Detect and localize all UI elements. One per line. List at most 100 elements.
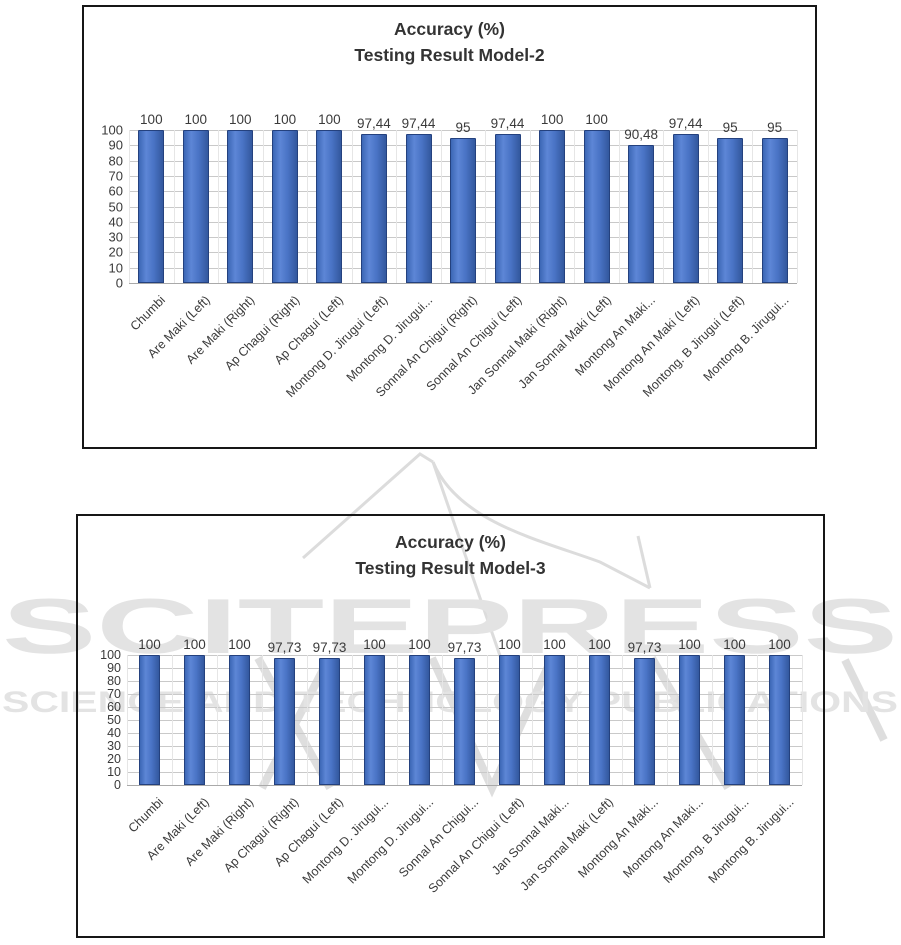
y-axis-tick-label: 20 xyxy=(107,752,121,766)
vertical-gridline xyxy=(487,655,488,785)
bar xyxy=(499,655,520,785)
bar xyxy=(583,130,610,283)
chart-title-line2: Testing Result Model-2 xyxy=(354,45,545,66)
bar xyxy=(679,655,700,785)
bar-value-label: 97,73 xyxy=(267,640,302,655)
bar xyxy=(360,133,387,283)
bar-value-label: 100 xyxy=(723,637,746,652)
bar-value-label: 100 xyxy=(585,112,608,127)
y-axis-tick-label: 50 xyxy=(107,713,121,727)
vertical-gridline xyxy=(622,655,623,785)
y-axis-tick-label: 30 xyxy=(108,229,123,245)
y-axis-tick-label: 50 xyxy=(108,199,123,214)
bar xyxy=(717,137,744,283)
bar-value-label: 97,73 xyxy=(627,640,662,655)
x-category-label: Chumbi xyxy=(127,293,169,334)
bar-value-label: 97,44 xyxy=(401,115,436,131)
x-category-label: Montong D. Jirugui... xyxy=(299,795,392,887)
bar-value-label: 100 xyxy=(408,637,431,652)
bar xyxy=(316,130,343,283)
bar-value-label: 90,48 xyxy=(624,126,658,142)
vertical-gridline xyxy=(307,130,309,283)
chart-title-line1: Accuracy (%) xyxy=(394,19,505,39)
bar-value-label: 100 xyxy=(228,637,251,652)
bar xyxy=(761,137,788,283)
vertical-gridline xyxy=(352,655,353,785)
bar xyxy=(724,655,745,785)
chart-title: Accuracy (%) Testing Result Model-3 xyxy=(78,529,823,582)
chart-title-line1: Accuracy (%) xyxy=(395,532,506,552)
bar xyxy=(229,655,250,785)
gridline xyxy=(129,283,797,284)
vertical-gridline xyxy=(752,130,754,283)
vertical-gridline xyxy=(440,130,442,283)
vertical-gridline xyxy=(442,655,443,785)
y-axis-tick-label: 100 xyxy=(101,122,123,138)
bar-value-label: 100 xyxy=(498,637,521,652)
y-axis-tick-label: 60 xyxy=(108,183,123,199)
bar-value-label: 100 xyxy=(229,112,252,127)
x-category-label: Montong D. Jirugui... xyxy=(344,795,437,887)
x-category-label: Montong B. Jirugui... xyxy=(705,795,797,886)
bar-value-label: 100 xyxy=(540,112,564,127)
bar-value-label: 95 xyxy=(455,119,471,135)
vertical-gridline xyxy=(667,655,668,785)
bar-value-label: 97,73 xyxy=(447,640,482,655)
y-axis-tick-label: 90 xyxy=(108,137,123,153)
bar xyxy=(628,144,655,283)
bar xyxy=(182,130,209,283)
bar xyxy=(494,133,521,283)
bar xyxy=(544,655,565,785)
y-axis-tick-label: 10 xyxy=(108,260,123,276)
y-axis-tick-label: 60 xyxy=(107,700,121,714)
bar xyxy=(271,130,298,283)
y-axis-tick-label: 20 xyxy=(108,244,123,260)
y-axis-tick-label: 10 xyxy=(107,765,121,779)
vertical-gridline xyxy=(757,655,758,785)
bar-value-label: 100 xyxy=(184,112,208,127)
bar xyxy=(139,655,160,785)
chart-title: Accuracy (%) Testing Result Model-2 xyxy=(84,16,815,69)
vertical-gridline xyxy=(351,130,353,283)
chart-title-line2: Testing Result Model-3 xyxy=(355,558,546,579)
vertical-gridline xyxy=(618,130,620,283)
bar xyxy=(274,658,295,785)
bar xyxy=(634,658,655,785)
y-axis-tick-label: 0 xyxy=(115,275,123,291)
bar xyxy=(450,137,476,283)
x-category-label: Chumbi xyxy=(126,795,167,836)
vertical-gridline xyxy=(485,130,487,283)
x-category-label: Montong An Maki... xyxy=(575,795,662,881)
bar xyxy=(539,130,566,283)
x-category-label: Montong An Maki... xyxy=(620,795,707,881)
bar xyxy=(227,130,254,283)
y-axis-tick-label: 0 xyxy=(114,778,121,792)
y-axis-tick-label: 70 xyxy=(107,687,121,701)
vertical-gridline xyxy=(574,130,576,283)
y-axis-tick-label: 40 xyxy=(108,214,123,230)
gridline xyxy=(129,130,797,131)
vertical-gridline xyxy=(577,655,578,785)
x-category-label: Sonnal An Chigui... xyxy=(396,795,482,881)
bar xyxy=(138,130,165,283)
vertical-gridline xyxy=(173,130,175,283)
bar-value-label: 95 xyxy=(767,119,783,135)
vertical-gridline xyxy=(712,655,713,785)
vertical-gridline xyxy=(127,655,128,785)
bar xyxy=(454,658,475,785)
y-axis-tick-label: 80 xyxy=(107,674,121,688)
y-axis-tick-label: 90 xyxy=(107,661,121,675)
bar xyxy=(409,655,430,785)
bar xyxy=(672,133,699,283)
vertical-gridline xyxy=(307,655,308,785)
bar-value-label: 100 xyxy=(140,112,163,127)
bar xyxy=(364,655,385,785)
vertical-gridline xyxy=(129,130,130,283)
x-category-label: Jan Sonnal Maki... xyxy=(488,795,572,878)
x-category-label: Montong An Maki... xyxy=(572,293,658,379)
vertical-gridline xyxy=(663,130,665,283)
bar-value-label: 100 xyxy=(138,637,161,652)
bar-value-label: 97,44 xyxy=(490,115,525,131)
bar xyxy=(184,655,205,785)
vertical-gridline xyxy=(262,130,264,283)
